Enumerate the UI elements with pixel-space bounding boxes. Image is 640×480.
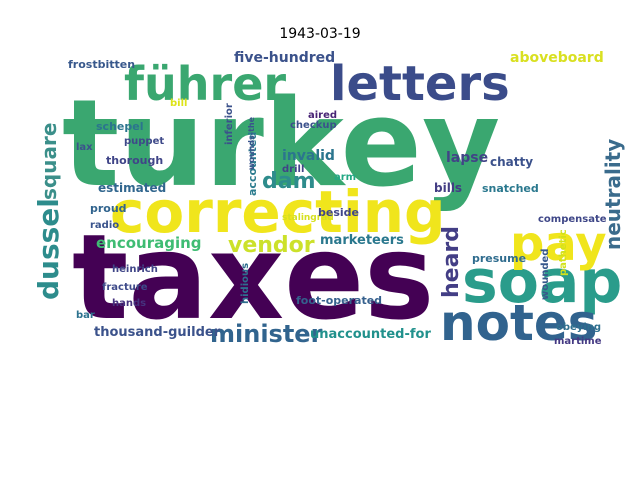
word-obeying: obeying (556, 322, 601, 333)
word-compensate: compensate (538, 214, 607, 225)
word-soap: soap (462, 247, 622, 317)
word-hands: hands (112, 298, 146, 309)
word-turkey: turkey (62, 75, 500, 214)
word-invalid: invalid (282, 148, 335, 164)
word-chatty: chatty (490, 155, 533, 169)
word-pay: pay (510, 216, 607, 272)
word-estimated: estimated (98, 181, 166, 195)
word-radio: radio (90, 220, 119, 231)
word-thorough: thorough (106, 154, 163, 167)
word-bills: bills (434, 181, 462, 195)
word-unaccounted-for: unaccounted-for (310, 327, 431, 342)
word-notes: notes (440, 294, 598, 352)
word-snatched: snatched (482, 182, 539, 195)
word-pathetic: pathetic (558, 229, 569, 276)
word-inferior: inferior (224, 103, 235, 145)
word-stalingrad: stalingrad (282, 213, 334, 223)
word-correcting: correcting (110, 178, 446, 246)
word-marketeers: marketeers (320, 233, 404, 248)
word-thousand-guilder: thousand-guilder (94, 325, 221, 340)
word-arm: arm (334, 172, 356, 183)
word-square: square (37, 123, 61, 200)
word-accounted: accounted (246, 132, 259, 196)
word-bill: bill (170, 98, 187, 109)
word-aired: aired (308, 110, 337, 121)
word-lapse: lapse (446, 150, 488, 166)
word-heard: heard (439, 226, 464, 298)
word-martime: martime (554, 336, 602, 347)
word-neutrality: neutrality (601, 139, 625, 250)
word-presume: presume (472, 252, 526, 265)
word-fracture: fracture (102, 282, 148, 293)
word-dam: dam (262, 169, 316, 194)
word-lax: lax (76, 142, 93, 153)
word-drill: drill (282, 164, 304, 175)
word-bar: bar (76, 310, 95, 321)
word-checkup: checkup (290, 120, 337, 131)
word-foot-operated: foot-operated (296, 294, 382, 307)
word-aboveboard: aboveboard (510, 50, 604, 66)
word-five-hundred: five-hundred (234, 50, 335, 66)
word-beside: beside (318, 206, 359, 219)
word-wounded: wounded (540, 249, 551, 300)
word-proud: proud (90, 202, 127, 215)
word-minister: minister (210, 320, 323, 348)
word-frostbitten: frostbitten (68, 58, 135, 71)
word-wounds-the: wounds-the (247, 116, 256, 170)
chart-title: 1943-03-19 (279, 26, 361, 42)
word-dussel: dussel (32, 198, 65, 300)
word-vendor: vendor (228, 233, 315, 258)
word-letters: letters (330, 56, 510, 112)
word-hidious: hidious (240, 263, 251, 304)
word-taxes: taxes (72, 208, 434, 346)
word-schepel: schepel (96, 120, 143, 133)
word-heinrich: heinrich (112, 264, 158, 275)
word-encouraging: encouraging (96, 234, 202, 252)
word-f-hrer: führer (124, 57, 286, 111)
word-puppet: puppet (124, 136, 164, 147)
